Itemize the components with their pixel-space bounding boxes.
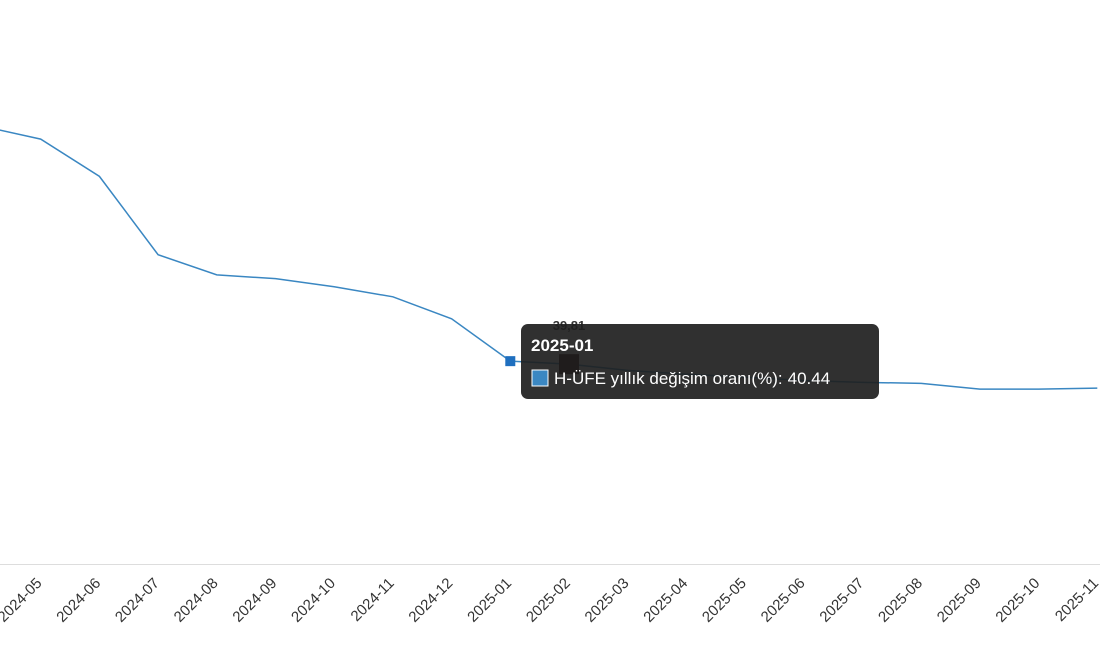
x-tick-label: 2025-01 [464, 575, 515, 626]
tooltip-swatch [531, 369, 549, 387]
x-tick-label: 2025-07 [816, 575, 867, 626]
x-tick-label: 2025-02 [523, 575, 574, 626]
x-tick-label: 2024-05 [0, 575, 46, 626]
active-point [505, 356, 516, 367]
tooltip-body: H-ÜFE yıllık değişim oranı(%): 40.44 [554, 369, 830, 388]
tooltip-separator: : [778, 369, 783, 388]
tooltip-series-name: H-ÜFE yıllık değişim oranı(%) [554, 369, 778, 388]
tooltip-box [521, 324, 879, 399]
x-tick-label: 2024-11 [348, 575, 398, 625]
x-tick-label: 2024-09 [229, 575, 280, 626]
x-tick-label: 2025-09 [934, 575, 985, 626]
tooltip: 2025-01 H-ÜFE yıllık değişim oranı(%): 40.… [521, 324, 879, 399]
x-tick-label: 2024-12 [405, 575, 456, 626]
x-tick-label: 2025-04 [640, 575, 691, 626]
x-tick-label: 2025-03 [582, 575, 633, 626]
x-tick-label: 2025-11 [1052, 575, 1100, 625]
x-tick-label: 2025-05 [699, 575, 750, 626]
tooltip-value: 40.44 [788, 369, 831, 388]
x-tick-label: 2025-08 [875, 575, 926, 626]
tooltip-title: 2025-01 [531, 336, 593, 355]
x-tick-label: 2025-06 [758, 575, 809, 626]
x-tick-label: 2024-10 [288, 575, 339, 626]
x-tick-label: 2025-10 [992, 575, 1043, 626]
x-tick-label: 2024-06 [53, 575, 104, 626]
x-tick-label: 2024-08 [171, 575, 222, 626]
x-tick-label: 2024-07 [112, 575, 163, 626]
